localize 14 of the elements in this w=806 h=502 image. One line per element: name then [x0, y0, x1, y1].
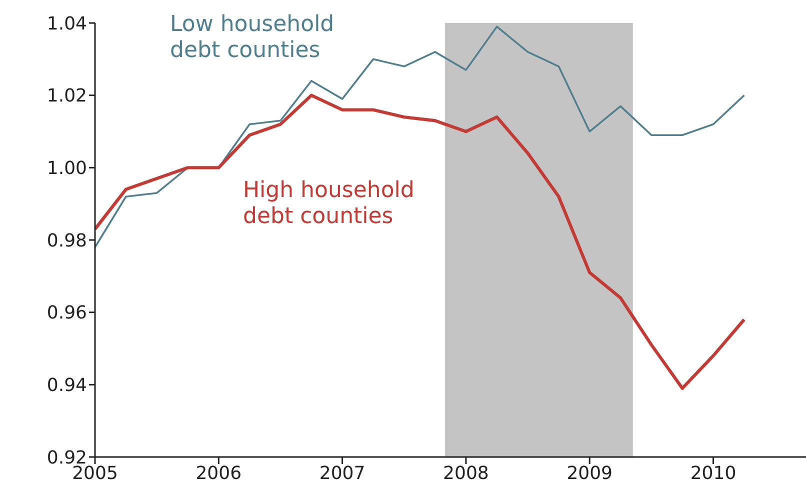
x-tick-label: 2010 [690, 462, 736, 484]
series-label: High household debt counties [243, 178, 416, 230]
x-tick-label: 2006 [196, 462, 242, 484]
series-label: Low household debt counties [170, 12, 336, 64]
x-tick-label: 2008 [443, 462, 489, 484]
y-tick-label: 0.96 [46, 302, 87, 324]
x-tick-label: 2009 [566, 462, 613, 484]
x-tick-label: 2007 [319, 462, 366, 484]
y-tick-label: 1.04 [46, 13, 87, 34]
y-tick-label: 1.00 [46, 158, 87, 180]
line-series [95, 94, 746, 390]
y-tick-label: 0.94 [46, 375, 87, 396]
y-tick-label: 1.02 [46, 86, 87, 107]
y-tick-label: 0.98 [46, 230, 87, 252]
